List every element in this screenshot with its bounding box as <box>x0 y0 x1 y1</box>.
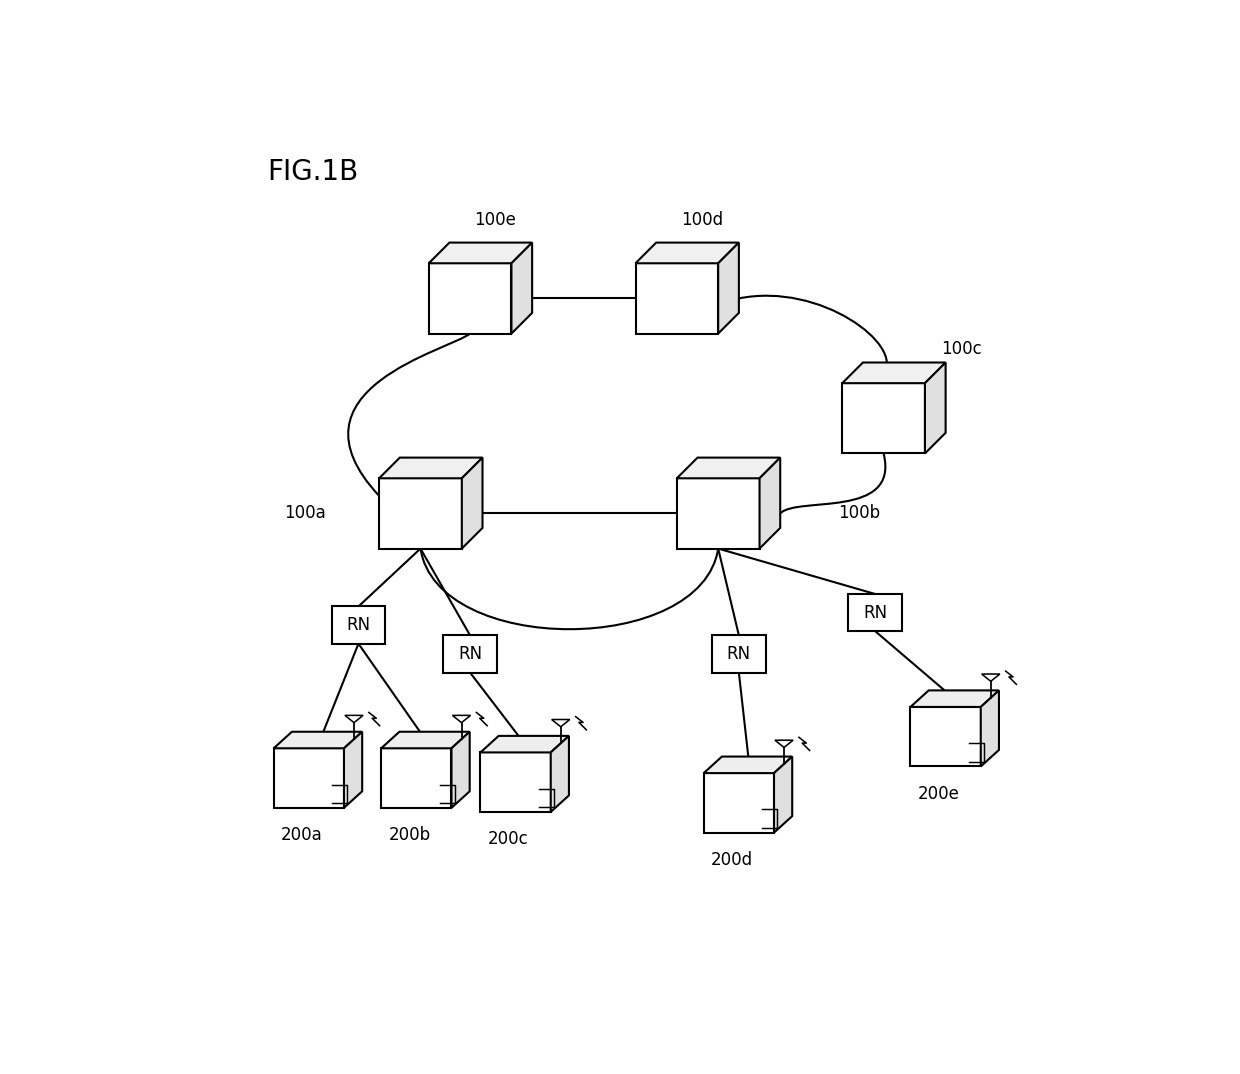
Text: 100a: 100a <box>284 505 325 522</box>
Polygon shape <box>910 691 999 707</box>
Polygon shape <box>718 243 739 334</box>
Polygon shape <box>461 458 482 549</box>
Polygon shape <box>381 749 451 808</box>
Text: 100c: 100c <box>941 339 982 358</box>
Polygon shape <box>848 594 903 632</box>
Polygon shape <box>381 731 470 749</box>
Polygon shape <box>429 243 532 263</box>
Polygon shape <box>982 674 999 681</box>
Polygon shape <box>925 363 946 453</box>
Text: RN: RN <box>727 645 751 663</box>
Polygon shape <box>451 731 470 808</box>
Text: 100b: 100b <box>838 505 880 522</box>
Text: 200e: 200e <box>918 785 960 802</box>
Polygon shape <box>345 715 363 723</box>
Polygon shape <box>775 740 794 748</box>
Polygon shape <box>429 263 511 334</box>
Text: 200c: 200c <box>489 830 529 848</box>
Text: 100e: 100e <box>474 211 516 229</box>
Text: 200b: 200b <box>388 826 430 844</box>
Text: FIG.1B: FIG.1B <box>268 158 358 186</box>
Polygon shape <box>480 753 551 812</box>
Polygon shape <box>480 736 569 753</box>
Polygon shape <box>552 720 570 727</box>
Polygon shape <box>704 756 792 773</box>
Polygon shape <box>551 736 569 812</box>
Text: RN: RN <box>863 604 888 622</box>
Polygon shape <box>704 773 774 832</box>
Polygon shape <box>379 478 461 549</box>
Polygon shape <box>712 636 766 672</box>
Text: 200d: 200d <box>711 851 753 869</box>
Polygon shape <box>274 749 343 808</box>
Polygon shape <box>760 458 780 549</box>
Polygon shape <box>511 243 532 334</box>
Text: 100d: 100d <box>681 211 723 229</box>
Polygon shape <box>343 731 362 808</box>
Polygon shape <box>842 363 946 383</box>
Polygon shape <box>443 636 497 672</box>
Text: RN: RN <box>346 616 371 634</box>
Polygon shape <box>635 243 739 263</box>
Polygon shape <box>677 458 780 478</box>
Text: 200a: 200a <box>281 826 322 844</box>
Polygon shape <box>635 263 718 334</box>
Polygon shape <box>981 691 999 767</box>
Polygon shape <box>774 756 792 832</box>
Polygon shape <box>453 715 471 723</box>
Polygon shape <box>677 478 760 549</box>
Polygon shape <box>910 707 981 767</box>
Polygon shape <box>274 731 362 749</box>
Text: RN: RN <box>458 645 482 663</box>
Polygon shape <box>379 458 482 478</box>
Polygon shape <box>331 607 386 643</box>
Polygon shape <box>842 383 925 453</box>
